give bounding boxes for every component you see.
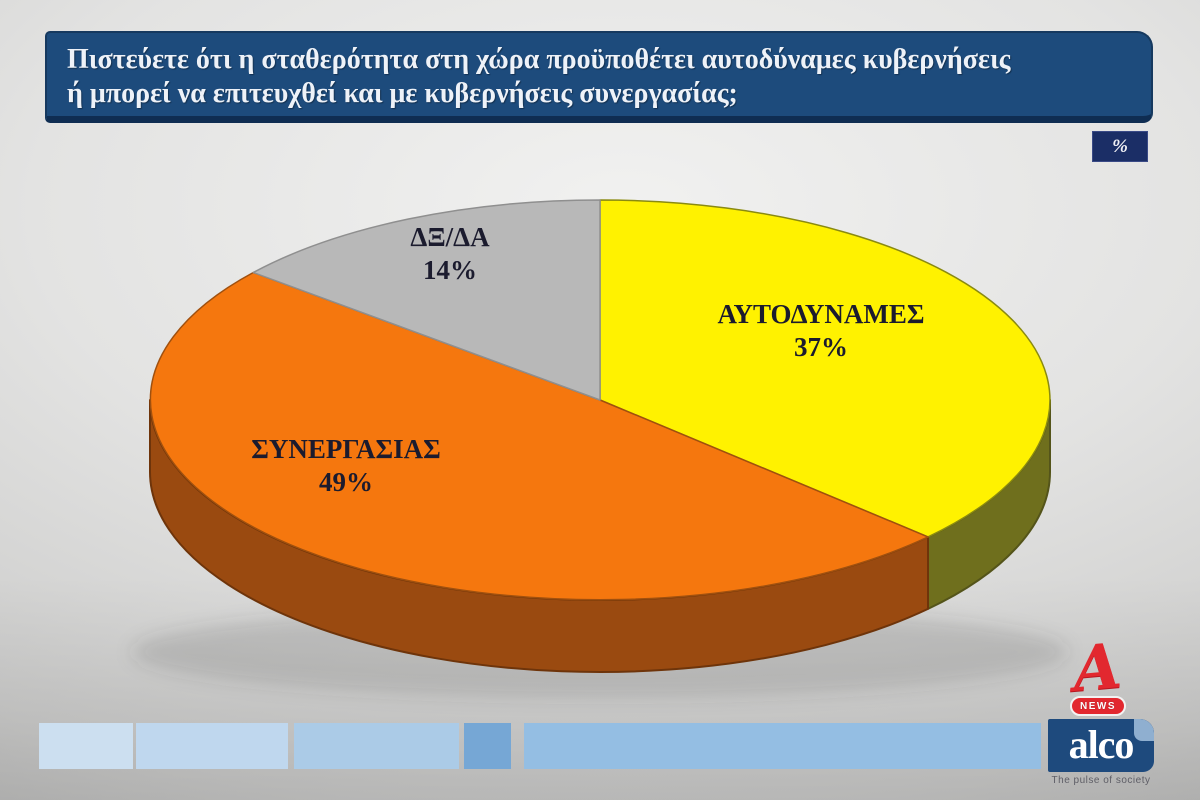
pie-label-synergasias-name: ΣΥΝΕΡΓΑΣΙΑΣ — [251, 434, 441, 464]
poll-question-banner: Πιστεύετε ότι η σταθερότητα στη χώρα προ… — [45, 31, 1153, 123]
pie-label-dx-da: ΔΞ/ΔΑ 14% — [410, 221, 489, 287]
alco-logo: alco — [1048, 719, 1154, 772]
pie-label-dx-da-name: ΔΞ/ΔΑ — [410, 222, 490, 252]
alpha-news-logo-icon: A — [1064, 629, 1131, 706]
pie-slice-dx-da — [252, 199, 601, 401]
footer-bar-segment-4 — [464, 723, 511, 769]
footer-bar-segment-5 — [524, 723, 1041, 769]
pie-label-aftodynames-value: 37% — [794, 332, 848, 362]
pie-label-synergasias-value: 49% — [319, 467, 373, 497]
footer-bar-segment-1 — [39, 723, 133, 769]
pie-label-dx-da-value: 14% — [423, 255, 477, 285]
footer-bar-segment-2 — [136, 723, 288, 769]
pie-label-aftodynames: ΑΥΤΟΔΥΝΑΜΕΣ 37% — [717, 298, 924, 364]
pie-label-synergasias: ΣΥΝΕΡΓΑΣΙΑΣ 49% — [251, 433, 441, 499]
alco-tagline: The pulse of society — [1051, 775, 1151, 786]
alpha-news-label: NEWS — [1080, 700, 1116, 712]
alpha-letter: A — [1069, 629, 1125, 706]
percent-unit-label: % — [1112, 135, 1128, 157]
percent-unit-badge: % — [1092, 131, 1148, 162]
alco-logo-text: alco — [1068, 721, 1135, 767]
footer-bar-segment-3 — [294, 723, 459, 769]
pie-label-aftodynames-name: ΑΥΤΟΔΥΝΑΜΕΣ — [717, 299, 925, 329]
pie-slice-synergasias — [149, 271, 929, 601]
pie-slice-aftodynames — [599, 199, 1051, 538]
poll-question-line2: ή μπορεί να επιτευχθεί και με κυβερνήσει… — [67, 78, 738, 109]
alpha-news-badge: NEWS — [1070, 696, 1126, 716]
alco-logo-fold-icon — [1134, 719, 1154, 741]
poll-question-line1: Πιστεύετε ότι η σταθερότητα στη χώρα προ… — [67, 44, 1011, 75]
